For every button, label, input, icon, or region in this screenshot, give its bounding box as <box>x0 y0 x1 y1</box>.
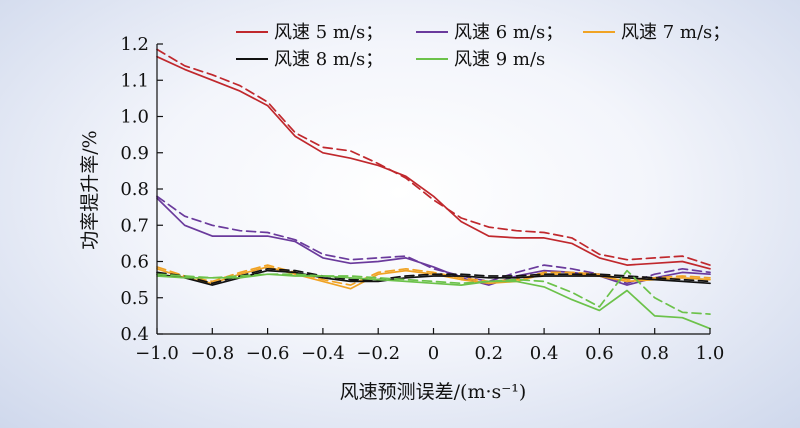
y-tick-label: 0.4 <box>120 324 149 345</box>
x-ticks: −1.0 −0.8 −0.6 −0.4 −0.2 0 0.2 0.4 0.6 0.8 1.0 <box>135 328 724 364</box>
y-axis-label: 功率提升率/% <box>79 130 101 249</box>
y-tick-label: 0.9 <box>120 143 149 164</box>
x-tick-label: 0 <box>428 343 439 364</box>
x-tick-label: −1.0 <box>135 343 179 364</box>
y-tick-label: 0.5 <box>120 288 149 309</box>
y-tick-label: 0.8 <box>120 179 149 200</box>
y-tick-label: 1.2 <box>120 34 149 55</box>
x-tick-label: −0.6 <box>246 343 290 364</box>
plot-area: −1.0 −0.8 −0.6 −0.4 −0.2 0 0.2 0.4 0.6 0.8 1.0 0.4… <box>120 34 724 364</box>
series-lines <box>156 48 711 330</box>
y-tick-label: 0.6 <box>120 252 149 273</box>
x-tick-label: 0.8 <box>640 343 669 364</box>
y-tick-label: 1.0 <box>120 107 149 128</box>
x-tick-label: 1.0 <box>696 343 725 364</box>
legend: 风速 5 m/s； 风速 6 m/s； 风速 7 m/s； 风速 8 m/s； 风速 9… <box>236 22 730 70</box>
x-tick-label: 0.2 <box>474 343 503 364</box>
series-line-1-solid <box>156 55 711 270</box>
x-tick-label: −0.4 <box>301 343 345 364</box>
legend-label-5: 风速 9 m/s <box>454 49 545 70</box>
x-axis-label: 风速预测误差/(m·s⁻¹) <box>340 381 527 403</box>
legend-label-2: 风速 6 m/s； <box>454 22 563 43</box>
x-tick-label: 0.6 <box>585 343 614 364</box>
legend-label-1: 风速 5 m/s； <box>274 22 383 43</box>
series-line-4-dashed <box>156 267 711 285</box>
x-tick-label: 0.4 <box>530 343 559 364</box>
y-tick-label: 0.7 <box>120 215 149 236</box>
y-tick-label: 1.1 <box>120 70 149 91</box>
x-tick-label: −0.8 <box>190 343 234 364</box>
y-ticks: 0.4 0.5 0.6 0.7 0.8 0.9 1.0 1.1 1.2 <box>120 34 163 345</box>
series-line-5-solid <box>156 273 711 330</box>
series-line-1-dashed <box>156 48 711 266</box>
series-line-3-dashed <box>156 264 711 286</box>
legend-label-3: 风速 7 m/s； <box>621 22 730 43</box>
legend-label-4: 风速 8 m/s； <box>274 49 383 70</box>
series-line-5-dashed <box>156 269 711 315</box>
x-tick-label: −0.2 <box>356 343 400 364</box>
